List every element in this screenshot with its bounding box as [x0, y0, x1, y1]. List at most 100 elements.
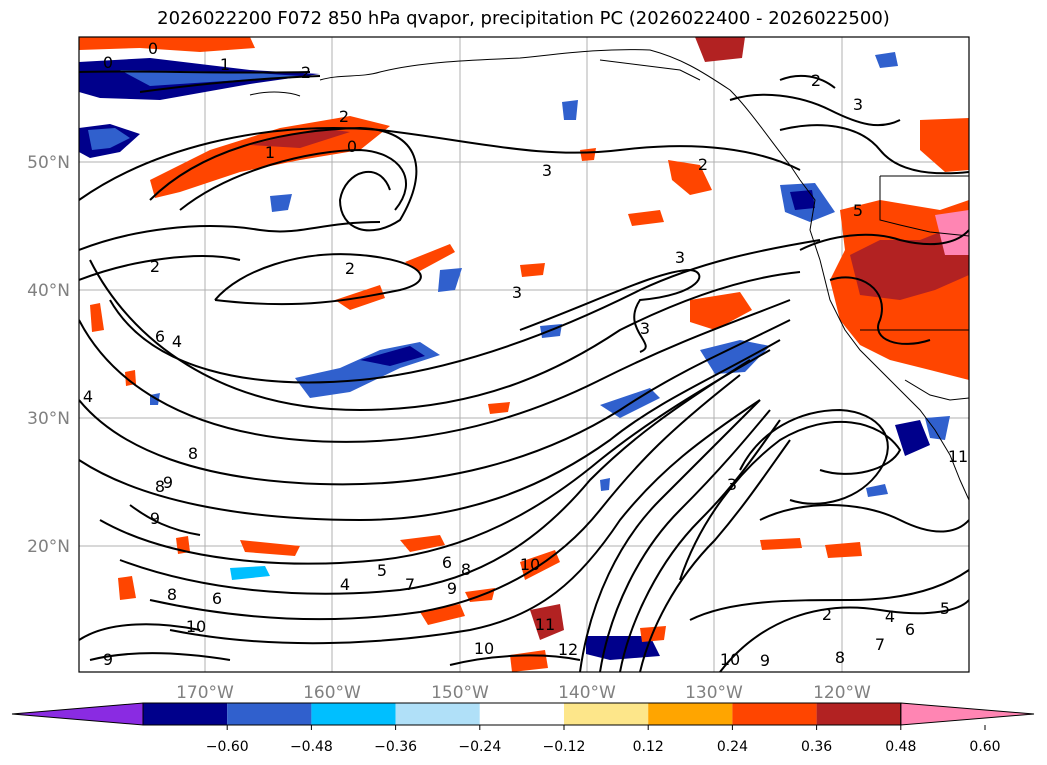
contour-line: [214, 253, 422, 306]
coastline: [879, 176, 969, 237]
neg-precip-area: [895, 420, 930, 456]
contour-line: [639, 439, 791, 672]
latitude-label: 40°N: [27, 281, 70, 301]
pos-precip-area: [400, 535, 445, 552]
neg-precip-area: [562, 100, 578, 120]
colorbar-tick-label: −0.12: [543, 739, 586, 755]
contour-label: 12: [558, 640, 578, 659]
contour-line: [739, 408, 889, 505]
contour-line: [779, 124, 969, 175]
contour-line: [729, 93, 901, 127]
colorbar-segment: [311, 703, 396, 725]
pos-precip-area: [420, 604, 465, 625]
latitude-label: 20°N: [27, 537, 70, 557]
neg-precip-area: [438, 268, 462, 292]
longitude-labels: 170°W 160°W 150°W 140°W 130°W 120°W: [176, 683, 871, 703]
contour-line: [129, 504, 201, 536]
colorbar-segment: [564, 703, 649, 725]
neg-precip-area: [925, 416, 950, 440]
contour-label: 1: [220, 55, 230, 74]
contour-label: 10: [720, 650, 740, 669]
contour-label: 8: [155, 477, 165, 496]
colorbar-segment: [816, 703, 901, 725]
contour-label: 5: [853, 201, 863, 220]
contour-label: 9: [103, 650, 113, 669]
contour-line: [79, 299, 791, 443]
contour-label: 3: [675, 248, 685, 267]
contour-line: [79, 70, 311, 74]
contour-line: [179, 148, 407, 211]
contour-label: 2: [339, 107, 349, 126]
contour-label: 2: [345, 259, 355, 278]
contour-line: [79, 127, 801, 201]
contour-line: [79, 623, 201, 641]
contour-line: [619, 419, 781, 672]
colorbar-segment: [732, 703, 817, 725]
contour-label: 8: [167, 585, 177, 604]
contour-label: 11: [948, 447, 968, 466]
contour-line: [779, 74, 836, 89]
pos-precip-area: [125, 370, 136, 386]
contour-line: [149, 126, 418, 232]
coastline: [799, 179, 969, 501]
contour-label: 9: [163, 473, 173, 492]
colorbar-tick-label: 0.12: [633, 739, 664, 755]
contour-line: [169, 399, 761, 645]
contour-line: [719, 599, 969, 672]
longitude-label: 140°W: [558, 683, 616, 703]
contour-label: 8: [461, 560, 471, 579]
colorbar-tick-label: 0.36: [801, 739, 832, 755]
colorbar-tick-label: 0.60: [969, 739, 1000, 755]
contour-label: 1: [265, 143, 275, 162]
contour-label: 4: [172, 332, 182, 351]
colorbar-extend-high: [900, 702, 1035, 726]
contour-label: 2: [301, 63, 311, 82]
pos-precip-area: [695, 37, 745, 62]
colorbar-tick-label: −0.48: [290, 739, 333, 755]
contour-line: [759, 504, 969, 533]
pos-precip-area: [250, 128, 350, 148]
coastlines: [79, 37, 969, 501]
contour-line: [119, 359, 751, 595]
contour-label: 10: [186, 617, 206, 636]
neg-precip-area: [875, 52, 898, 68]
pos-precip-area: [690, 292, 752, 330]
contour-label: 3: [640, 319, 650, 338]
colorbar-tick-label: −0.36: [374, 739, 417, 755]
contour-label: 2: [822, 605, 832, 624]
precip-shading: [79, 37, 969, 672]
contour-label: 6: [155, 327, 165, 346]
colorbar-segment: [143, 703, 228, 725]
contour-label: 2: [698, 155, 708, 174]
pos-precip-area: [668, 160, 712, 195]
colorbar-frame: [142, 702, 902, 726]
neg-precip-area: [120, 70, 300, 86]
contour-line: [679, 420, 902, 581]
pos-precip-area: [405, 244, 455, 272]
neg-precip-area: [790, 190, 815, 210]
contour-line: [519, 268, 701, 353]
contour-label: 7: [405, 575, 415, 594]
contour-label: 8: [188, 444, 198, 463]
colorbar-segment: [395, 703, 480, 725]
longitude-label: 150°W: [431, 683, 489, 703]
contour-line: [139, 75, 321, 93]
contour-line: [79, 221, 381, 251]
contour-label: 4: [885, 607, 895, 626]
neg-precip-area: [866, 484, 888, 497]
contour-label: 3: [542, 161, 552, 180]
colorbar-segment: [479, 703, 564, 725]
qvapor-contours: [79, 70, 969, 672]
pos-precip-area: [488, 402, 510, 414]
coastline: [79, 37, 801, 181]
colorbar-segment: [227, 703, 312, 725]
contour-line: [79, 319, 791, 486]
contour-label: 2: [150, 257, 160, 276]
contour-line: [799, 229, 969, 251]
contour-label: 0: [347, 137, 357, 156]
contour-line: [579, 399, 761, 672]
contour-line: [599, 409, 771, 672]
contour-label: 3: [512, 283, 522, 302]
